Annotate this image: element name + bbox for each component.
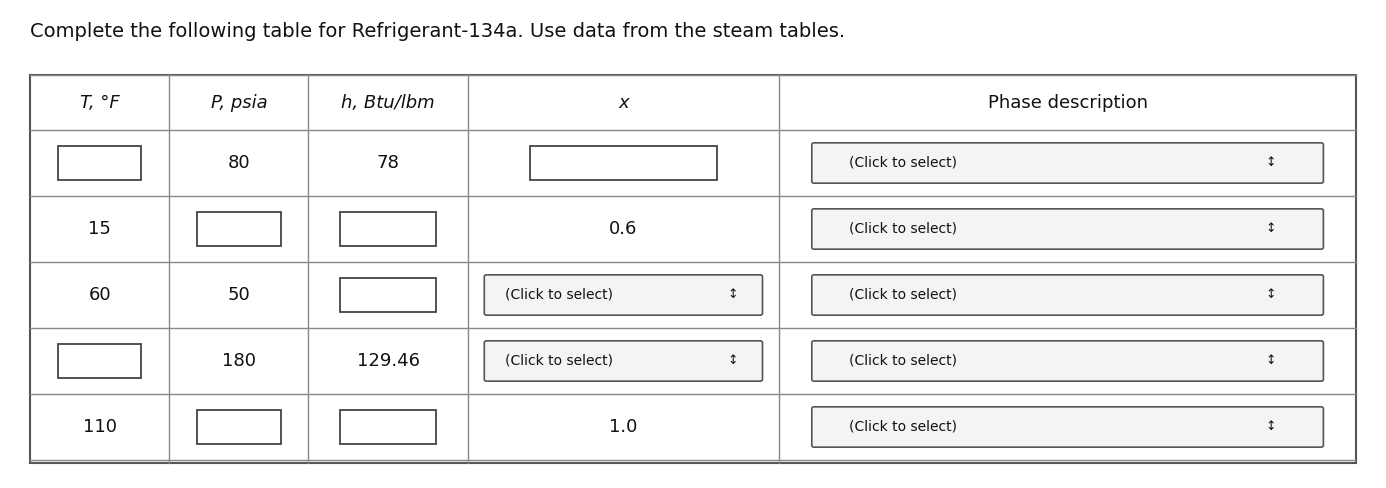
- Text: 15: 15: [89, 220, 111, 238]
- FancyBboxPatch shape: [812, 407, 1324, 447]
- Bar: [30, 75, 1356, 463]
- Text: Complete the following table for Refrigerant-134a. Use data from the steam table: Complete the following table for Refrige…: [30, 22, 845, 41]
- FancyBboxPatch shape: [197, 212, 280, 246]
- Text: (Click to select): (Click to select): [850, 420, 958, 434]
- Text: ↕: ↕: [728, 354, 739, 367]
- FancyBboxPatch shape: [484, 275, 762, 315]
- Text: x: x: [618, 94, 629, 111]
- Text: ↕: ↕: [1265, 157, 1277, 169]
- Text: ↕: ↕: [1265, 288, 1277, 302]
- FancyBboxPatch shape: [812, 143, 1324, 183]
- FancyBboxPatch shape: [812, 275, 1324, 315]
- Text: T, °F: T, °F: [80, 94, 119, 111]
- Text: 78: 78: [377, 154, 399, 172]
- Text: (Click to select): (Click to select): [506, 288, 614, 302]
- FancyBboxPatch shape: [484, 341, 762, 381]
- Text: (Click to select): (Click to select): [850, 222, 958, 236]
- Text: (Click to select): (Click to select): [850, 156, 958, 170]
- Text: 0.6: 0.6: [610, 220, 638, 238]
- Text: 110: 110: [83, 418, 116, 436]
- FancyBboxPatch shape: [341, 278, 435, 312]
- FancyBboxPatch shape: [341, 212, 435, 246]
- Text: 1.0: 1.0: [610, 418, 638, 436]
- FancyBboxPatch shape: [529, 146, 717, 180]
- Text: 180: 180: [222, 352, 256, 370]
- Text: 50: 50: [227, 286, 251, 304]
- FancyBboxPatch shape: [812, 341, 1324, 381]
- FancyBboxPatch shape: [58, 146, 141, 180]
- Text: P, psia: P, psia: [211, 94, 267, 111]
- Text: h, Btu/lbm: h, Btu/lbm: [341, 94, 435, 111]
- Text: ↕: ↕: [1265, 354, 1277, 367]
- Text: (Click to select): (Click to select): [850, 288, 958, 302]
- Text: 129.46: 129.46: [356, 352, 420, 370]
- Text: 80: 80: [227, 154, 249, 172]
- FancyBboxPatch shape: [197, 410, 280, 444]
- Text: ↕: ↕: [1265, 223, 1277, 236]
- Text: (Click to select): (Click to select): [850, 354, 958, 368]
- Text: ↕: ↕: [1265, 421, 1277, 433]
- FancyBboxPatch shape: [812, 209, 1324, 249]
- Text: (Click to select): (Click to select): [506, 354, 614, 368]
- Text: ↕: ↕: [728, 288, 739, 302]
- Text: Phase description: Phase description: [988, 94, 1148, 111]
- FancyBboxPatch shape: [341, 410, 435, 444]
- Text: 60: 60: [89, 286, 111, 304]
- FancyBboxPatch shape: [58, 344, 141, 378]
